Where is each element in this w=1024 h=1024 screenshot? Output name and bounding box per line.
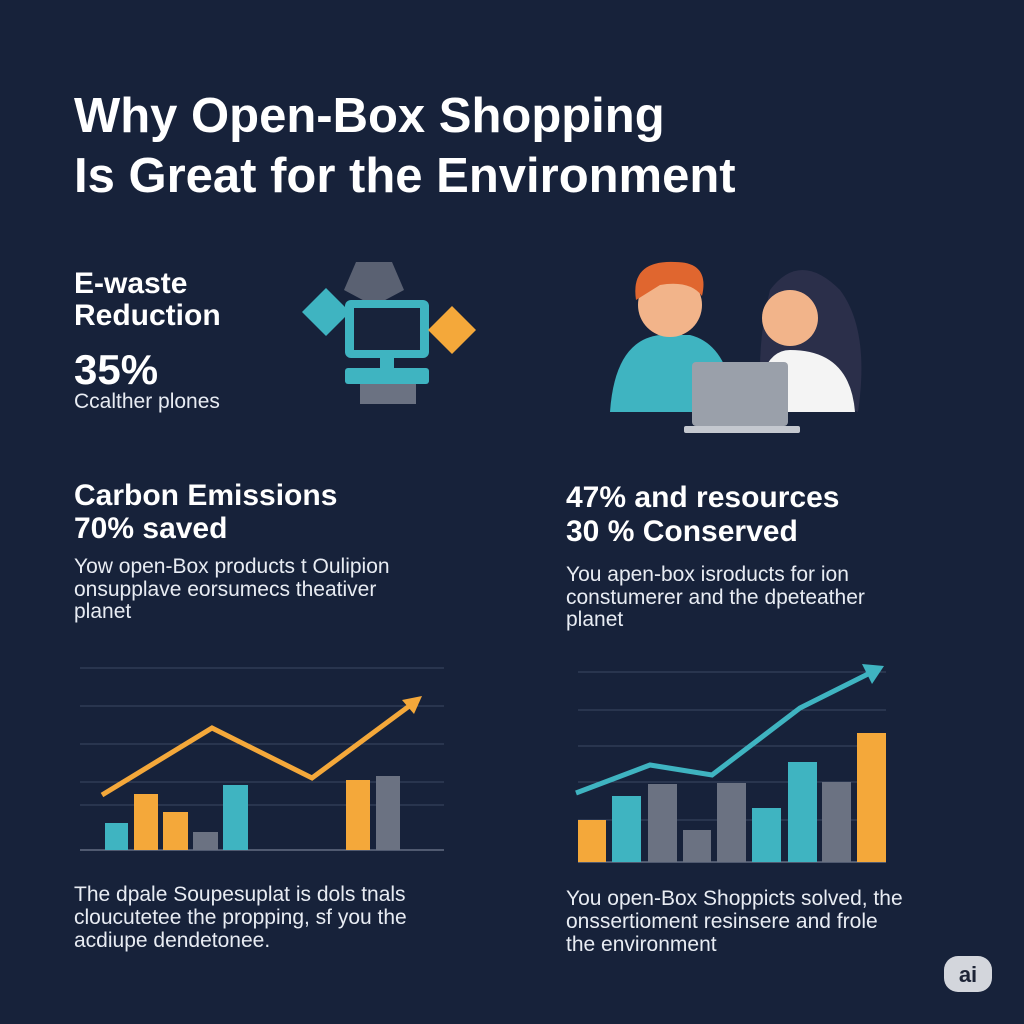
section-heading: Reduction [74,299,221,332]
stat: 35% [74,346,158,393]
section-heading: 30 % Conserved [566,515,798,548]
body-line: the environment [566,933,717,956]
people-illustration [610,261,862,433]
section-heading: 70% saved [74,512,227,545]
caption: Ccalther plones [74,390,220,413]
body-line: cloucutetee the propping, sf you the [74,906,407,929]
body-line: Yow open-Box products t Oulipion [74,555,390,578]
body-line: You open-Box Shoppicts solved, the [566,887,903,910]
title-line: Is Great for the Environment [74,149,736,203]
body-line: acdiupe dendetonee. [74,929,270,952]
body-line: planet [74,600,131,623]
section-heading: 47% and resources [566,481,839,514]
body-line: The dpale Soupesuplat is dols tnals [74,883,406,906]
body-line: onssertioment resinsere and frole [566,910,878,933]
body-line: planet [566,608,623,631]
recycle-illustration [302,262,476,404]
body-line: constumerer and the dpeteather [566,586,865,609]
section-heading: E-waste [74,267,187,300]
badge-bg [944,956,992,992]
decorative-chart [575,664,886,863]
section-heading: Carbon Emissions [74,479,337,512]
title-line: Why Open-Box Shopping [74,89,665,143]
body-line: You apen-box isroducts for ion [566,563,849,586]
decorative-chart [80,667,444,851]
body-line: onsupplave eorsumecs theativer [74,578,376,601]
badge: ai [959,962,977,987]
